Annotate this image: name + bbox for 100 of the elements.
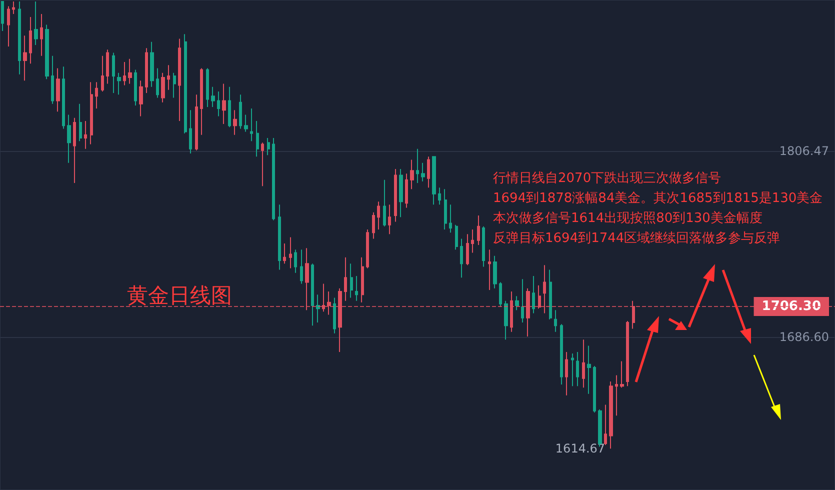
candlestick [7, 6, 10, 48]
candlestick [79, 103, 82, 142]
candlestick [123, 62, 126, 86]
candlestick [217, 90, 220, 117]
candlestick [366, 228, 369, 269]
candlestick [244, 114, 248, 132]
candlestick [12, 1, 15, 14]
candlestick [488, 249, 491, 290]
candlestick [128, 58, 132, 84]
candlestick [289, 236, 292, 269]
candlestick [300, 249, 303, 284]
candlestick [377, 201, 380, 230]
candlestick [145, 48, 148, 94]
candlestick [195, 94, 198, 151]
annotation: 1694到1878涨幅84美金。其次1685到1815是130美金 [493, 190, 823, 206]
candlestick [173, 72, 176, 98]
candlestick [45, 24, 49, 80]
candlestick [211, 86, 215, 108]
candlestick [222, 83, 226, 125]
candlestick [200, 68, 203, 136]
candlestick [521, 278, 524, 324]
candlestick [565, 351, 568, 396]
candlestick [620, 360, 624, 388]
candlestick [355, 276, 358, 302]
candlestick [261, 142, 264, 187]
candlestick [615, 374, 618, 416]
candlestick [161, 72, 165, 103]
candlestick [189, 110, 192, 154]
annotation: 行情日线自2070下跌出现三次做多信号 [493, 171, 722, 186]
candlestick [233, 110, 237, 136]
candlestick [62, 66, 65, 130]
candlestick [117, 72, 121, 96]
candlestick [609, 380, 613, 450]
candlestick [532, 276, 535, 314]
candlestick [444, 188, 447, 230]
candlestick [333, 297, 336, 334]
candlestick [73, 117, 76, 184]
candlestick [421, 162, 425, 182]
annotation: 1614.67 [555, 442, 606, 456]
candlestick [344, 256, 347, 302]
candlestick [178, 38, 181, 122]
y-tick-label: 1686.60 [779, 330, 829, 344]
y-tick-label: 1806.47 [779, 144, 829, 158]
candlestick [455, 224, 458, 250]
candlestick [134, 69, 137, 106]
candlestick [239, 94, 242, 130]
candlestick [499, 282, 502, 308]
candlestick [112, 52, 115, 94]
ref-line-label: 1706.30 [762, 299, 821, 314]
candlestick [1, 1, 4, 32]
candlestick [84, 120, 87, 150]
candlestick [167, 64, 170, 90]
candlestick [228, 86, 231, 128]
candlestick [29, 16, 32, 64]
candlestick [438, 187, 441, 206]
candlestick [383, 179, 386, 227]
candlestick [410, 159, 414, 190]
candlestick [587, 345, 591, 394]
candlestick [267, 138, 270, 156]
text: 黄金日线图 [127, 284, 232, 308]
annotation: 本次做多信号1614出现按照80到130美金幅度 [493, 210, 762, 226]
candlestick [311, 263, 314, 326]
candlestick [150, 41, 154, 88]
candlestick [18, 1, 21, 75]
candlestick [626, 320, 629, 387]
candlestick [560, 324, 563, 386]
candlestick [504, 300, 508, 340]
candlestick [493, 255, 497, 289]
candlestick [571, 353, 574, 387]
candlestick [593, 365, 596, 413]
candlestick [256, 120, 259, 158]
candlestick [56, 68, 60, 112]
candlestick [482, 226, 485, 268]
candlestick [576, 351, 579, 387]
candlestick [427, 156, 430, 188]
candlestick [156, 68, 159, 98]
candlestick [405, 173, 408, 208]
candlestick [34, 1, 38, 46]
candlestick [394, 168, 397, 222]
candlestick [432, 156, 436, 206]
candlestick [350, 263, 353, 298]
candlestick [604, 404, 607, 446]
candlestick [294, 249, 297, 274]
candlestick [90, 82, 93, 145]
candlestick [23, 35, 27, 82]
candlestick [316, 294, 320, 324]
candlestick [554, 310, 557, 332]
candlestick [460, 238, 463, 278]
annotation: 反弹目标1694到1744区域继续回落做多参与反弹 [493, 231, 780, 246]
candlestick [184, 34, 187, 134]
candlestick [139, 80, 143, 117]
candlestick [95, 82, 98, 110]
candlestick [206, 68, 209, 108]
candlestick [67, 114, 71, 164]
candlestick [388, 204, 391, 235]
candlestick [582, 339, 585, 388]
candlestick [250, 108, 253, 142]
candlestick [399, 168, 403, 218]
candlestick [101, 55, 104, 92]
candlestick [471, 228, 474, 254]
